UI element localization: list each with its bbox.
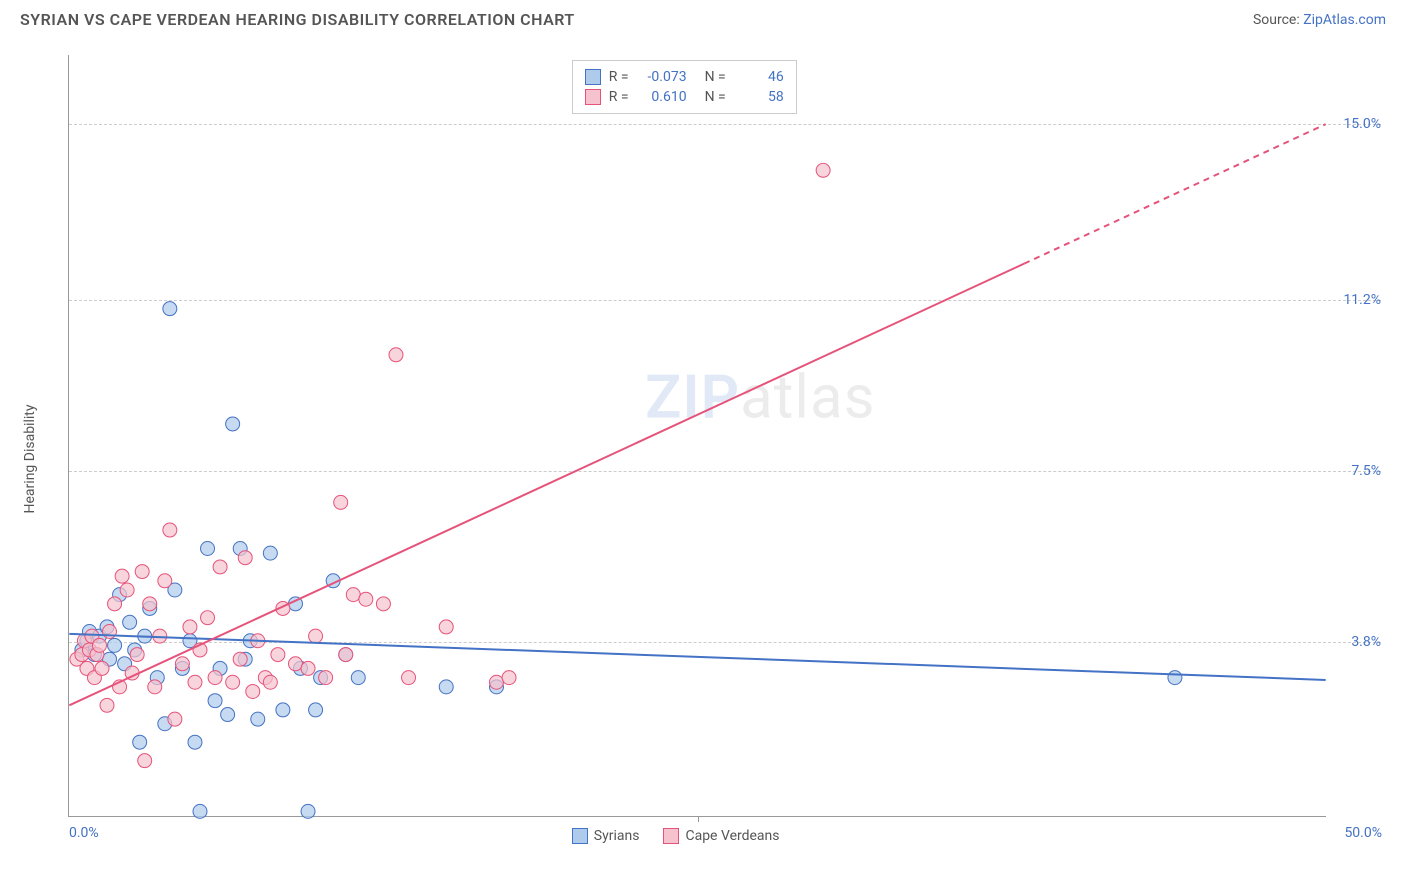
scatter-point xyxy=(359,592,373,606)
plot-svg xyxy=(69,55,1326,816)
scatter-point xyxy=(163,523,177,537)
legend-n-value-capeverdeans: 58 xyxy=(734,89,784,105)
chart-container: Hearing Disability ZIPatlas 3.8%7.5%11.2… xyxy=(20,45,1386,872)
scatter-point xyxy=(251,712,265,726)
y-axis-label: Hearing Disability xyxy=(22,404,38,513)
scatter-point xyxy=(334,495,348,509)
series-legend: Syrians Cape Verdeans xyxy=(572,828,780,844)
scatter-point xyxy=(502,671,516,685)
scatter-point xyxy=(168,712,182,726)
scatter-point xyxy=(115,569,129,583)
scatter-point xyxy=(489,675,503,689)
scatter-point xyxy=(301,804,315,818)
scatter-point xyxy=(816,163,830,177)
scatter-point xyxy=(95,661,109,675)
scatter-point xyxy=(143,597,157,611)
scatter-point xyxy=(238,551,252,565)
scatter-point xyxy=(163,302,177,316)
y-tick-label: 3.8% xyxy=(1351,634,1381,650)
legend-swatch-capeverdeans xyxy=(585,89,601,105)
scatter-point xyxy=(233,652,247,666)
scatter-point xyxy=(175,657,189,671)
scatter-point xyxy=(402,671,416,685)
scatter-point xyxy=(183,620,197,634)
source-link[interactable]: ZipAtlas.com xyxy=(1303,12,1386,28)
scatter-point xyxy=(339,648,353,662)
legend-row-syrians: R = -0.073 N = 46 xyxy=(585,67,784,87)
legend-r-label: R = xyxy=(609,69,629,85)
y-tick-label: 11.2% xyxy=(1343,292,1381,308)
scatter-point xyxy=(133,735,147,749)
scatter-point xyxy=(208,694,222,708)
scatter-point xyxy=(208,671,222,685)
y-tick-label: 7.5% xyxy=(1351,463,1381,479)
scatter-point xyxy=(188,735,202,749)
scatter-point xyxy=(123,615,137,629)
x-tick-label: 0.0% xyxy=(69,825,99,841)
scatter-point xyxy=(138,754,152,768)
scatter-point xyxy=(201,611,215,625)
scatter-point xyxy=(271,648,285,662)
legend-r-value-syrians: -0.073 xyxy=(637,69,687,85)
legend-label-syrians: Syrians xyxy=(594,828,640,844)
scatter-point xyxy=(1168,671,1182,685)
correlation-legend: R = -0.073 N = 46 R = 0.610 N = 58 xyxy=(572,60,797,114)
trend-line xyxy=(69,634,1325,680)
scatter-point xyxy=(226,417,240,431)
scatter-point xyxy=(276,703,290,717)
legend-r-value-capeverdeans: 0.610 xyxy=(637,89,687,105)
legend-label-capeverdeans: Cape Verdeans xyxy=(685,828,779,844)
scatter-point xyxy=(439,620,453,634)
scatter-point xyxy=(108,638,122,652)
legend-n-label: N = xyxy=(705,89,726,105)
chart-title: SYRIAN VS CAPE VERDEAN HEARING DISABILIT… xyxy=(20,10,575,29)
scatter-point xyxy=(246,684,260,698)
trend-line xyxy=(69,264,1024,706)
legend-swatch-syrians xyxy=(585,69,601,85)
legend-swatch-icon xyxy=(663,828,679,844)
scatter-point xyxy=(148,680,162,694)
scatter-point xyxy=(376,597,390,611)
legend-n-label: N = xyxy=(705,69,726,85)
scatter-point xyxy=(158,574,172,588)
legend-item-capeverdeans: Cape Verdeans xyxy=(663,828,779,844)
scatter-point xyxy=(301,661,315,675)
scatter-point xyxy=(288,657,302,671)
scatter-point xyxy=(130,648,144,662)
scatter-point xyxy=(221,708,235,722)
trend-line-extrapolated xyxy=(1024,124,1326,263)
scatter-point xyxy=(92,638,106,652)
legend-row-capeverdeans: R = 0.610 N = 58 xyxy=(585,87,784,107)
scatter-point xyxy=(201,542,215,556)
legend-swatch-icon xyxy=(572,828,588,844)
scatter-point xyxy=(135,565,149,579)
scatter-point xyxy=(346,588,360,602)
scatter-point xyxy=(309,703,323,717)
scatter-point xyxy=(263,546,277,560)
x-tick xyxy=(698,816,699,822)
plot-area: ZIPatlas 3.8%7.5%11.2%15.0% R = -0.073 N… xyxy=(68,55,1326,817)
scatter-point xyxy=(351,671,365,685)
scatter-point xyxy=(389,348,403,362)
legend-r-label: R = xyxy=(609,89,629,105)
scatter-point xyxy=(100,698,114,712)
scatter-point xyxy=(120,583,134,597)
scatter-point xyxy=(309,629,323,643)
y-tick-label: 15.0% xyxy=(1343,116,1381,132)
scatter-point xyxy=(108,597,122,611)
scatter-point xyxy=(193,804,207,818)
legend-n-value-syrians: 46 xyxy=(734,69,784,85)
legend-item-syrians: Syrians xyxy=(572,828,640,844)
scatter-point xyxy=(226,675,240,689)
scatter-point xyxy=(188,675,202,689)
source-label: Source: xyxy=(1253,12,1300,28)
scatter-point xyxy=(213,560,227,574)
source-attribution: Source: ZipAtlas.com xyxy=(1253,12,1386,28)
x-tick-label: 50.0% xyxy=(1344,825,1382,841)
scatter-point xyxy=(439,680,453,694)
scatter-point xyxy=(263,675,277,689)
scatter-point xyxy=(319,671,333,685)
